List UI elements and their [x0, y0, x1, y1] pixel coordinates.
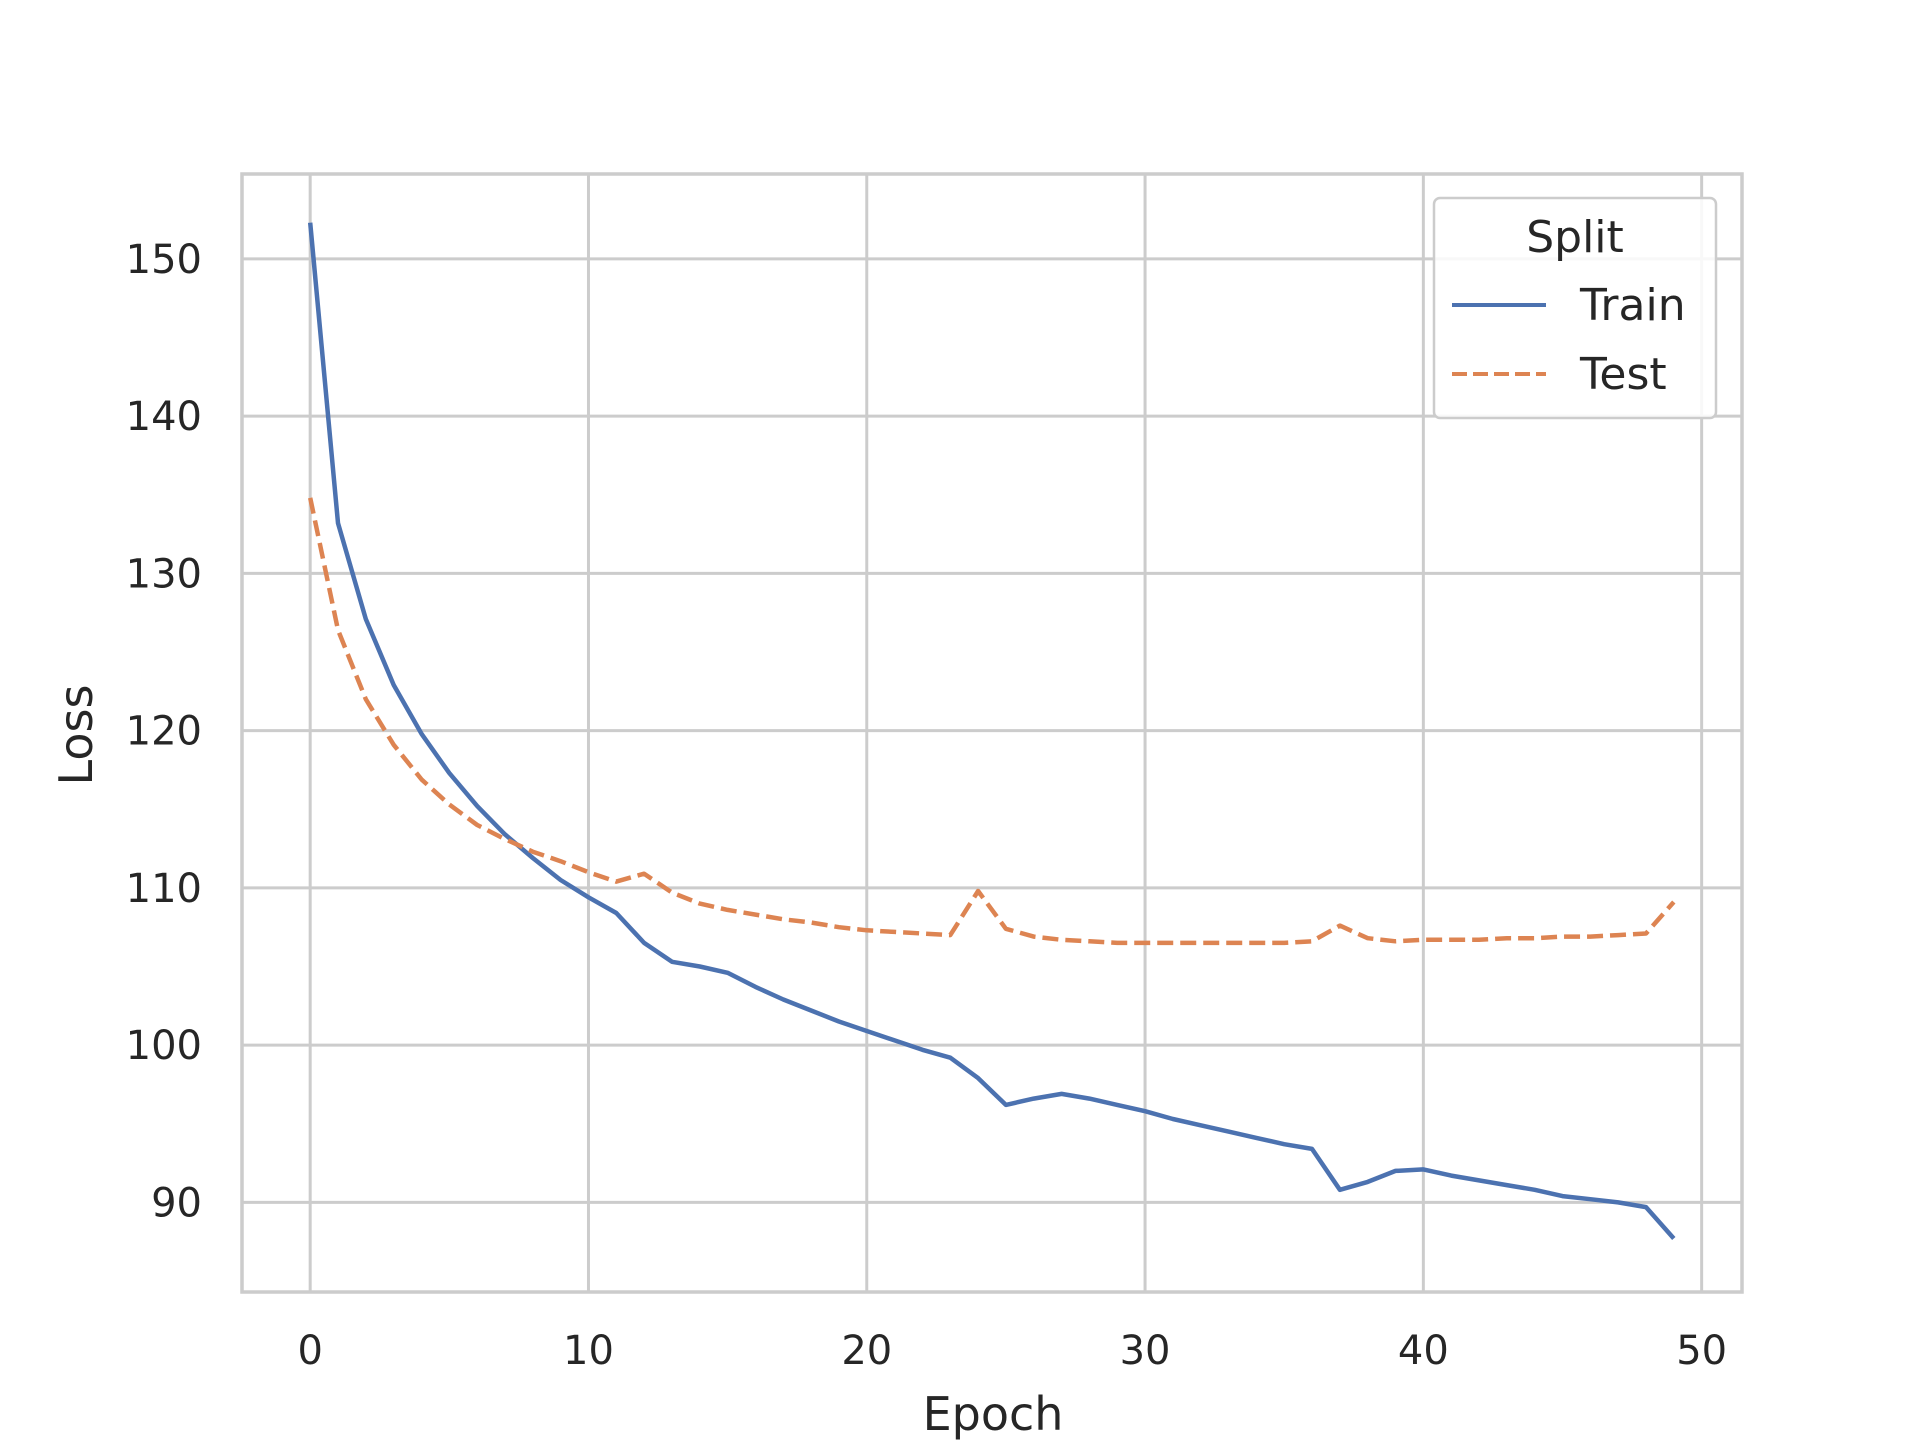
x-tick-label: 20 [841, 1328, 892, 1374]
y-tick-label: 120 [126, 709, 202, 755]
x-tick-label: 50 [1676, 1328, 1727, 1374]
series-line-train [307, 222, 1676, 1240]
x-tick-label: 30 [1120, 1328, 1171, 1374]
y-tick-label: 100 [126, 1023, 202, 1069]
y-tick-label: 90 [151, 1180, 202, 1226]
legend-box [1432, 196, 1718, 420]
x-tick-label: 0 [297, 1328, 322, 1374]
y-axis-title: Loss [49, 685, 103, 786]
legend-label-test: Test [1579, 349, 1667, 400]
x-tick-label: 10 [563, 1328, 614, 1374]
tick-labels: 0 10 20 30 40 50 90 100 110 120 130 140 150 [126, 237, 1727, 1374]
legend-title: Split [1526, 212, 1624, 263]
legend-label-train: Train [1579, 280, 1686, 331]
x-axis-title: Epoch [923, 1387, 1064, 1440]
y-tick-label: 130 [126, 551, 202, 597]
series-line-test [307, 497, 1676, 946]
y-tick-label: 110 [126, 866, 202, 912]
plot-frame [240, 172, 1744, 1294]
y-tick-label: 150 [126, 237, 202, 283]
y-tick-label: 140 [126, 394, 202, 440]
legend: Split Train Test [1432, 196, 1718, 420]
series-lines [307, 222, 1676, 1240]
x-tick-label: 40 [1398, 1328, 1449, 1374]
